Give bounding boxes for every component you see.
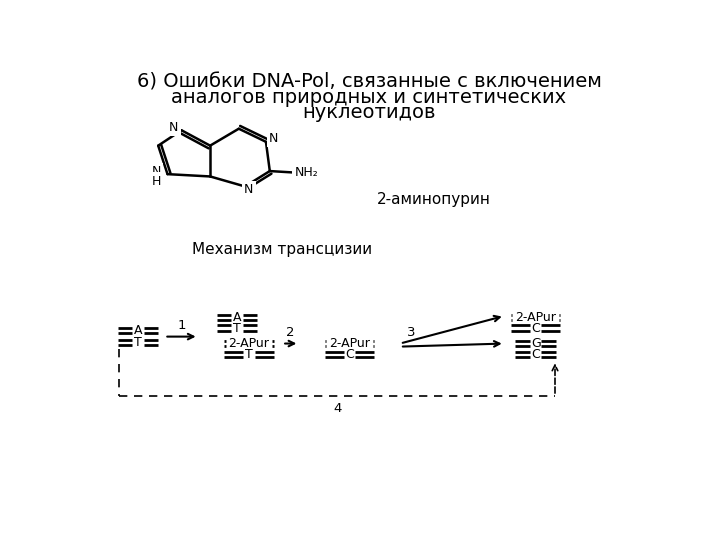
Text: 4: 4 xyxy=(333,402,341,415)
Text: H: H xyxy=(152,174,161,187)
Text: N: N xyxy=(152,165,161,178)
Text: 2-APur: 2-APur xyxy=(516,311,556,324)
Text: нуклеотидов: нуклеотидов xyxy=(302,103,436,122)
Text: N: N xyxy=(269,132,279,145)
Text: G: G xyxy=(531,337,541,350)
Text: 6) Ошибки DNA-Pol, связанные с включением: 6) Ошибки DNA-Pol, связанные с включение… xyxy=(137,72,601,91)
Text: A: A xyxy=(233,311,241,324)
Text: Механизм трансцизии: Механизм трансцизии xyxy=(192,242,372,257)
Text: C: C xyxy=(531,348,540,361)
Text: T: T xyxy=(134,336,142,349)
Text: 2-APur: 2-APur xyxy=(329,337,370,350)
Text: аналогов природных и синтетических: аналогов природных и синтетических xyxy=(171,88,567,107)
Text: N: N xyxy=(169,120,179,134)
Text: 2-APur: 2-APur xyxy=(228,337,269,350)
Text: 1: 1 xyxy=(177,319,186,332)
Text: 3: 3 xyxy=(408,326,416,339)
Text: T: T xyxy=(245,348,253,361)
Text: C: C xyxy=(531,322,540,335)
Text: NH₂: NH₂ xyxy=(294,166,318,179)
Text: 2-аминопурин: 2-аминопурин xyxy=(377,192,490,207)
Text: T: T xyxy=(233,322,241,335)
Text: N: N xyxy=(244,183,253,196)
Text: A: A xyxy=(134,324,143,337)
Text: 2: 2 xyxy=(287,326,295,339)
Text: C: C xyxy=(346,348,354,361)
